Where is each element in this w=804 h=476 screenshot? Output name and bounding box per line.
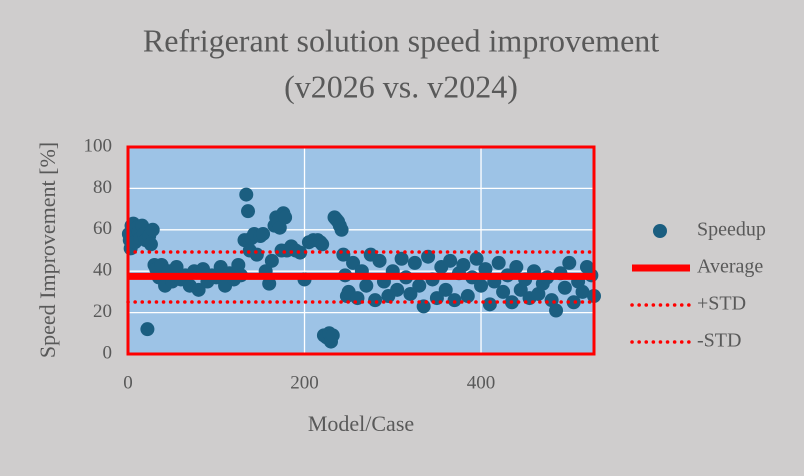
legend-label: Speedup: [697, 219, 766, 241]
data-point: [447, 293, 462, 308]
data-point: [496, 284, 511, 299]
data-point: [334, 222, 349, 237]
data-point: [325, 328, 340, 343]
data-point: [509, 260, 524, 275]
data-point: [169, 260, 184, 275]
data-point: [262, 276, 277, 291]
x-axis-label: Model/Case: [308, 411, 414, 436]
data-point: [491, 255, 506, 270]
data-point: [346, 255, 361, 270]
data-point: [390, 282, 405, 297]
data-point: [264, 253, 279, 268]
plot-area: [128, 147, 594, 354]
data-point: [315, 237, 330, 252]
data-point: [368, 293, 383, 308]
data-point: [140, 322, 155, 337]
data-point: [256, 226, 271, 241]
legend-label: +STD: [697, 293, 746, 315]
data-point: [412, 278, 427, 293]
data-point: [443, 253, 458, 268]
y-tick-label: 60: [93, 218, 112, 239]
data-point: [557, 280, 572, 295]
legend-label: Average: [697, 256, 763, 278]
data-point: [456, 257, 471, 272]
data-point: [239, 187, 254, 202]
data-point: [272, 220, 287, 235]
data-point: [372, 253, 387, 268]
data-point: [191, 282, 206, 297]
data-point: [549, 303, 564, 318]
data-point: [474, 278, 489, 293]
x-tick-label: 200: [290, 372, 319, 393]
y-tick-label: 80: [93, 177, 112, 198]
y-tick-label: 40: [93, 260, 112, 281]
chart-subtitle: (v2026 vs. v2024): [284, 68, 518, 104]
y-tick-label: 20: [93, 301, 112, 322]
data-point: [478, 262, 493, 277]
y-tick-label: 0: [103, 342, 113, 363]
data-point: [403, 286, 418, 301]
data-point: [421, 249, 436, 264]
data-point: [143, 237, 158, 252]
data-point: [241, 204, 256, 219]
data-point: [407, 255, 422, 270]
data-point: [469, 251, 484, 266]
data-point: [249, 247, 264, 262]
data-point: [278, 210, 293, 225]
data-point: [438, 282, 453, 297]
chart-title: Refrigerant solution speed improvement: [143, 22, 659, 58]
data-point: [359, 278, 374, 293]
data-point: [562, 255, 577, 270]
legend-label: -STD: [697, 330, 741, 352]
x-tick-label: 400: [467, 372, 496, 393]
plot-border: [126, 145, 596, 356]
data-point: [394, 251, 409, 266]
data-point: [145, 222, 160, 237]
data-point: [460, 289, 475, 304]
y-tick-label: 100: [84, 135, 113, 156]
y-axis-label: Speed Improvement [%]: [35, 142, 60, 358]
data-point: [575, 284, 590, 299]
data-point: [482, 297, 497, 312]
x-tick-label: 0: [123, 372, 133, 393]
legend-marker: [653, 224, 667, 238]
